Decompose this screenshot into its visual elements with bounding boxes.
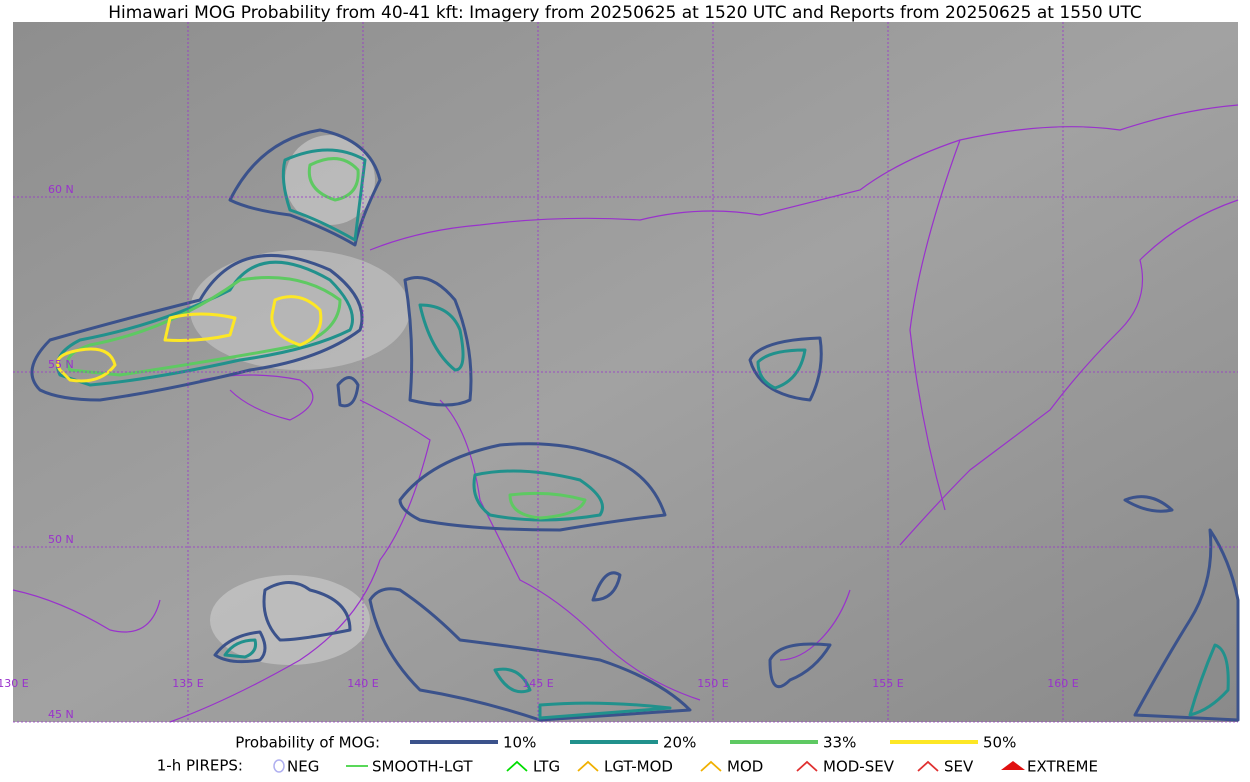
cloud: [285, 135, 375, 225]
legend-label: 10%: [503, 734, 536, 752]
coastlines: [12, 104, 1239, 723]
cloud: [190, 250, 410, 370]
pireps-title: 1-h PIREPS:: [157, 757, 243, 775]
pirep-label: MOD: [727, 758, 763, 776]
lon-label: 135 E: [172, 677, 203, 690]
pirep-symbol: [1001, 761, 1025, 770]
pirep-label: SEV: [944, 758, 974, 776]
legend-label: 50%: [983, 734, 1016, 752]
lon-label: 155 E: [872, 677, 903, 690]
lon-label: 140 E: [347, 677, 378, 690]
legend: Probability of MOG: 10% 20% 33% 50% 1-h PIREP…: [157, 734, 1098, 776]
map: 60 N 55 N 50 N 45 N 130 E 135 E 140 E 145 E 150 …: [0, 22, 1240, 723]
pirep-label: EXTREME: [1027, 758, 1098, 776]
pirep-symbol: [506, 760, 528, 772]
pirep-label: LTG: [533, 758, 560, 776]
lon-label: 130 E: [0, 677, 29, 690]
title: Himawari MOG Probability from 40-41 kft:…: [108, 3, 1142, 23]
pirep-symbol: [577, 760, 599, 772]
pirep-symbol: [700, 760, 722, 772]
pirep-label: LGT-MOD: [604, 758, 673, 776]
lon-label: 160 E: [1047, 677, 1078, 690]
pirep-label: SMOOTH-LGT: [372, 758, 473, 776]
lat-label: 55 N: [48, 358, 74, 371]
pirep-label: MOD-SEV: [823, 758, 895, 776]
legend-title: Probability of MOG:: [235, 734, 380, 752]
pirep-symbol: [796, 760, 818, 772]
lon-label: 150 E: [697, 677, 728, 690]
legend-label: 20%: [663, 734, 696, 752]
lat-label: 50 N: [48, 533, 74, 546]
mog-contours: [30, 128, 1240, 722]
pirep-symbol: [917, 760, 939, 772]
legend-label: 33%: [823, 734, 856, 752]
lat-label: 60 N: [48, 183, 74, 196]
pirep-label: NEG: [287, 758, 319, 776]
lon-label: 145 E: [522, 677, 553, 690]
pirep-symbol: [273, 759, 285, 773]
lat-label: 45 N: [48, 708, 74, 721]
